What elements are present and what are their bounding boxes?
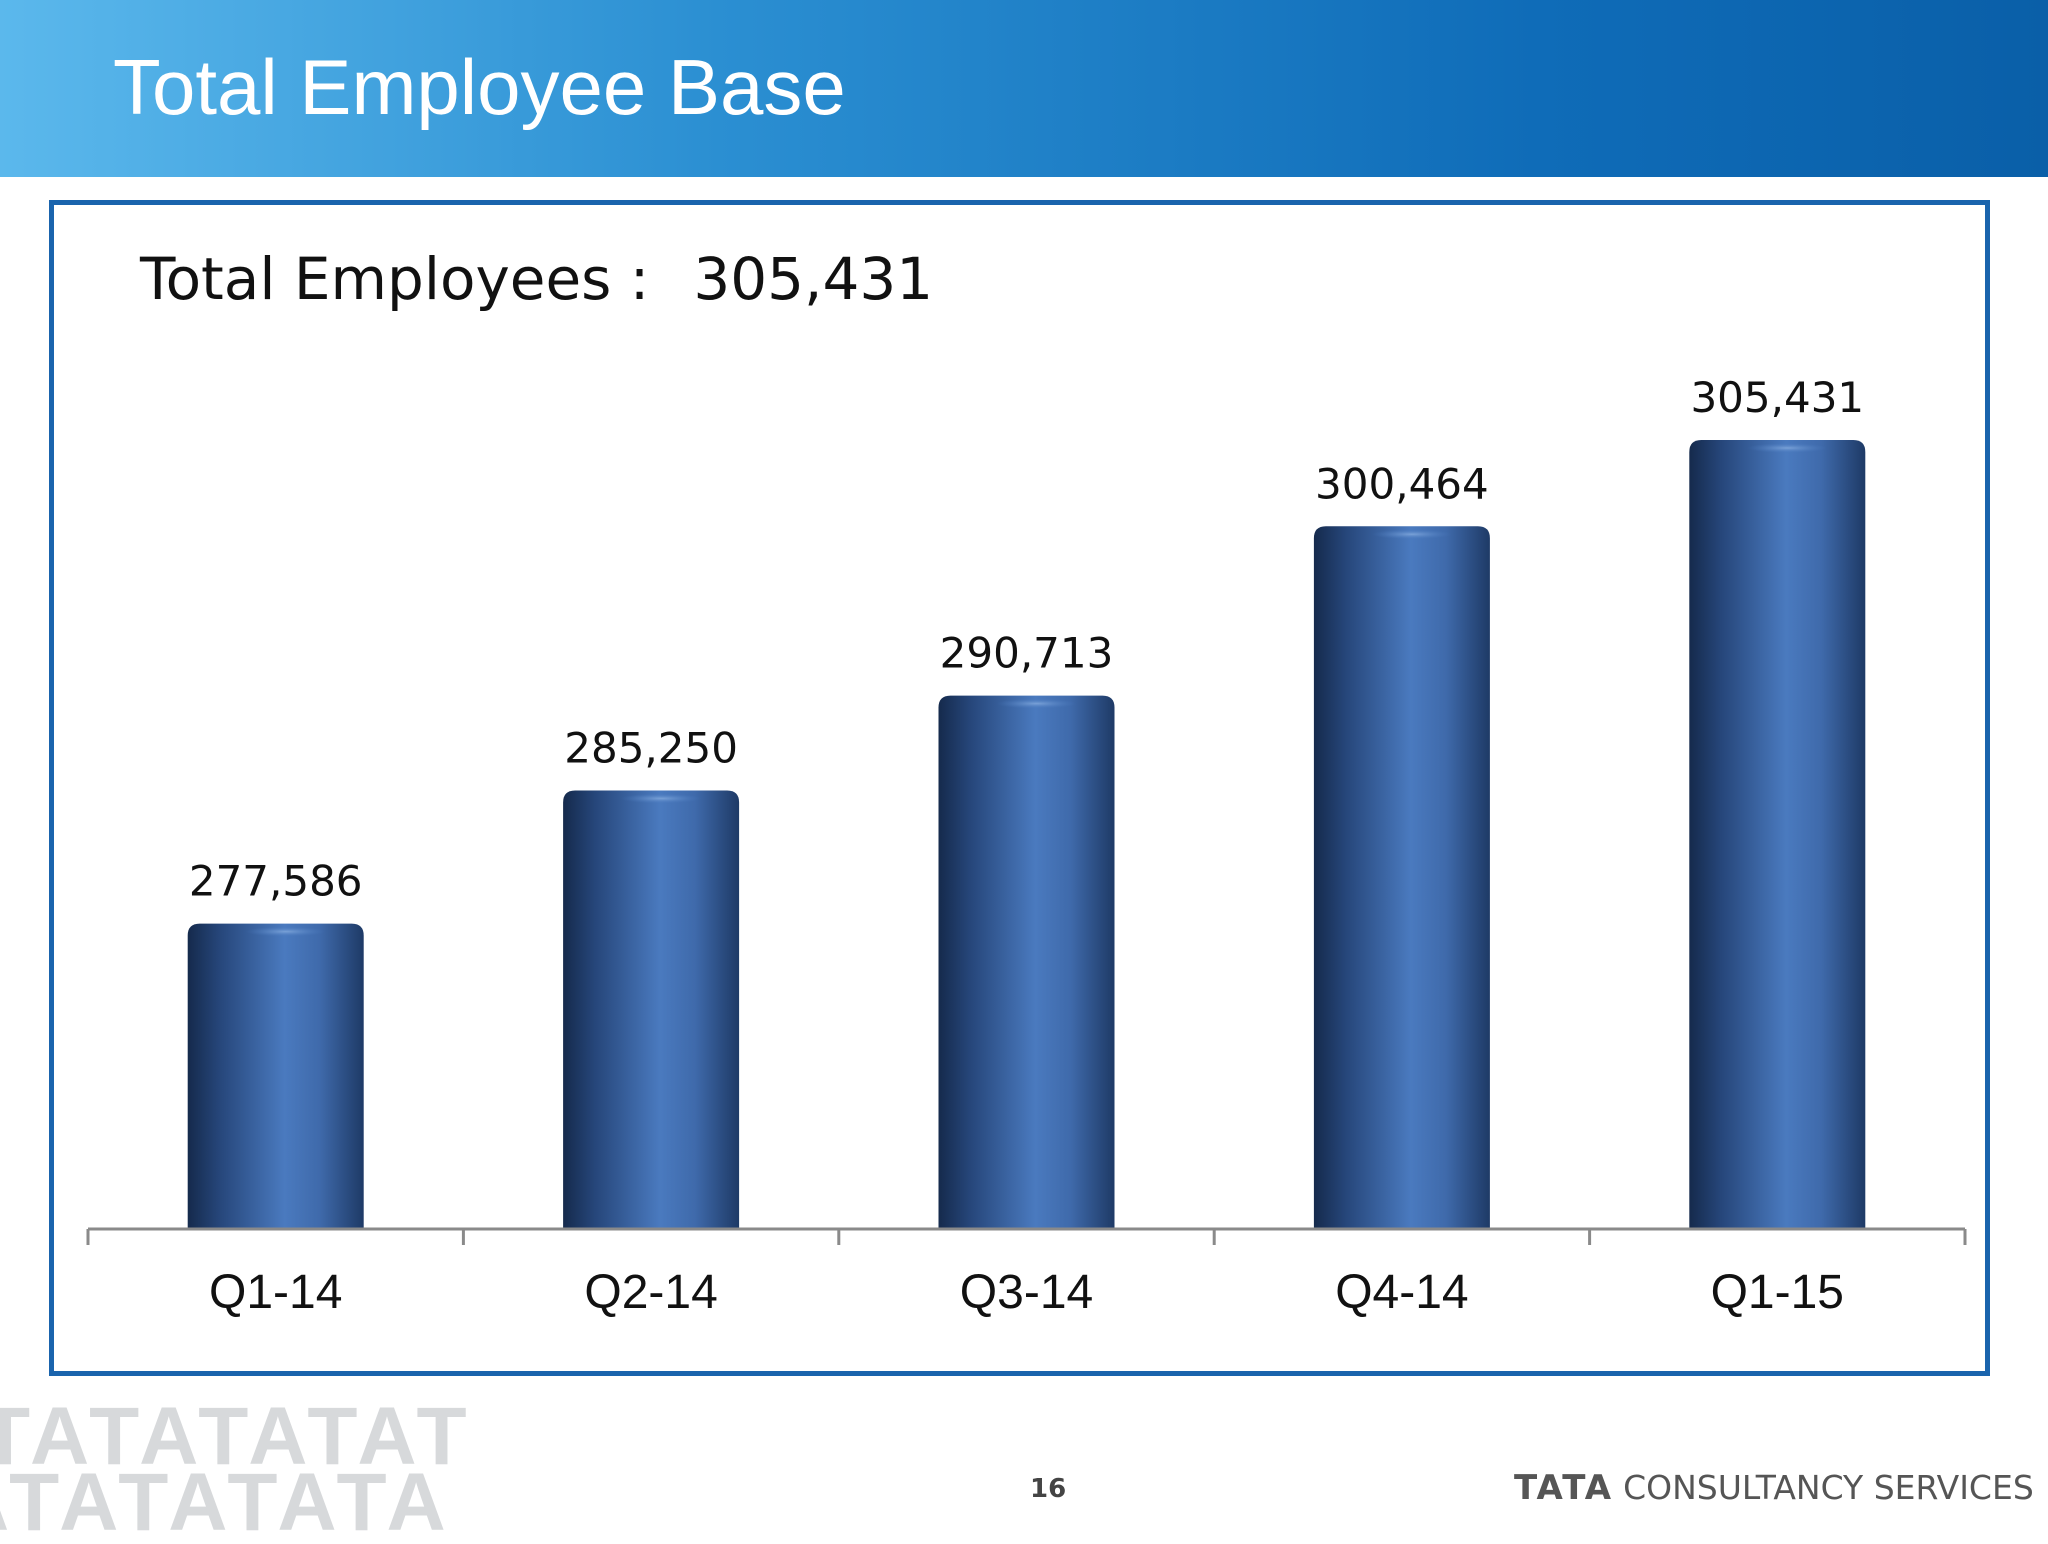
data-label: 277,586 (189, 857, 363, 906)
total-employees-label: Total Employees : (140, 245, 650, 313)
total-employees-summary: Total Employees : 305,431 (140, 245, 933, 313)
data-label: 300,464 (1315, 459, 1489, 508)
page-number: 16 (1030, 1474, 1067, 1504)
data-label: 290,713 (940, 629, 1114, 678)
slide-header: Total Employee Base (0, 0, 2048, 177)
x-tick-label: Q1-14 (209, 1266, 342, 1319)
bar-highlight (621, 793, 702, 804)
bar-highlight (1747, 443, 1828, 453)
brand-name: CONSULTANCY SERVICES (1623, 1468, 2034, 1507)
bar-q4-14 (1313, 526, 1490, 1229)
bar-highlight (1371, 529, 1452, 540)
x-tick-label: Q3-14 (960, 1266, 1093, 1319)
x-tick-label: Q4-14 (1335, 1266, 1468, 1319)
brand-mark: TATA (1514, 1468, 1614, 1508)
bar-q1-14 (187, 923, 364, 1229)
bar-q2-14 (563, 790, 740, 1229)
tcs-logo: TATA CONSULTANCY SERVICES (1514, 1468, 2034, 1508)
total-employees-value: 305,431 (693, 245, 934, 313)
bar-highlight (996, 698, 1077, 709)
bar-q1-15 (1689, 440, 1866, 1229)
tata-pattern-watermark: TATATATAT ATATATATA (0, 1404, 500, 1544)
bar-q3-14 (938, 695, 1115, 1229)
bar-highlight (245, 926, 326, 937)
x-tick-label: Q1-15 (1711, 1266, 1844, 1319)
data-label: 285,250 (564, 723, 738, 772)
x-tick-label: Q2-14 (584, 1266, 717, 1319)
page-title: Total Employee Base (113, 43, 846, 131)
pattern-row: ATATATATA (0, 1457, 452, 1544)
data-label: 305,431 (1690, 373, 1864, 422)
pattern-row: TATATATAT (0, 1404, 473, 1482)
